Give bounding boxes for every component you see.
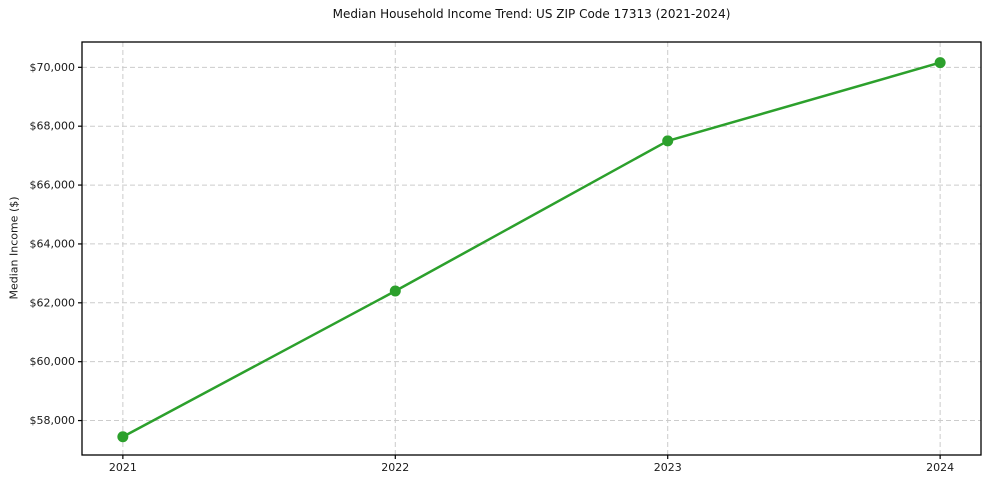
- data-point-2023: [662, 135, 674, 147]
- y-tick-label: $62,000: [30, 296, 76, 309]
- plot-border: [81, 41, 982, 456]
- x-tick-label: 2022: [381, 461, 409, 474]
- trend-line: [121, 61, 942, 438]
- data-point-2021: [117, 431, 129, 443]
- y-tick-label: $60,000: [30, 355, 76, 368]
- y-tick-label: $64,000: [30, 237, 76, 250]
- x-tick-label: 2021: [109, 461, 137, 474]
- x-tick-label: 2024: [926, 461, 954, 474]
- y-tick-label: $70,000: [30, 61, 76, 74]
- y-tick-label: $58,000: [30, 414, 76, 427]
- data-point-2022: [389, 285, 401, 297]
- chart-title: Median Household Income Trend: US ZIP Co…: [332, 7, 731, 21]
- x-tick-label: 2023: [654, 461, 682, 474]
- data-point-2024: [934, 57, 946, 69]
- y-tick-label: $68,000: [30, 120, 76, 133]
- y-tick-label: $66,000: [30, 179, 76, 192]
